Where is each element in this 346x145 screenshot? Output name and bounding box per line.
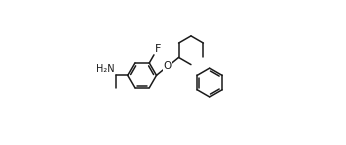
Text: H₂N: H₂N [96,64,115,74]
Text: O: O [163,61,172,71]
Text: F: F [155,44,161,54]
